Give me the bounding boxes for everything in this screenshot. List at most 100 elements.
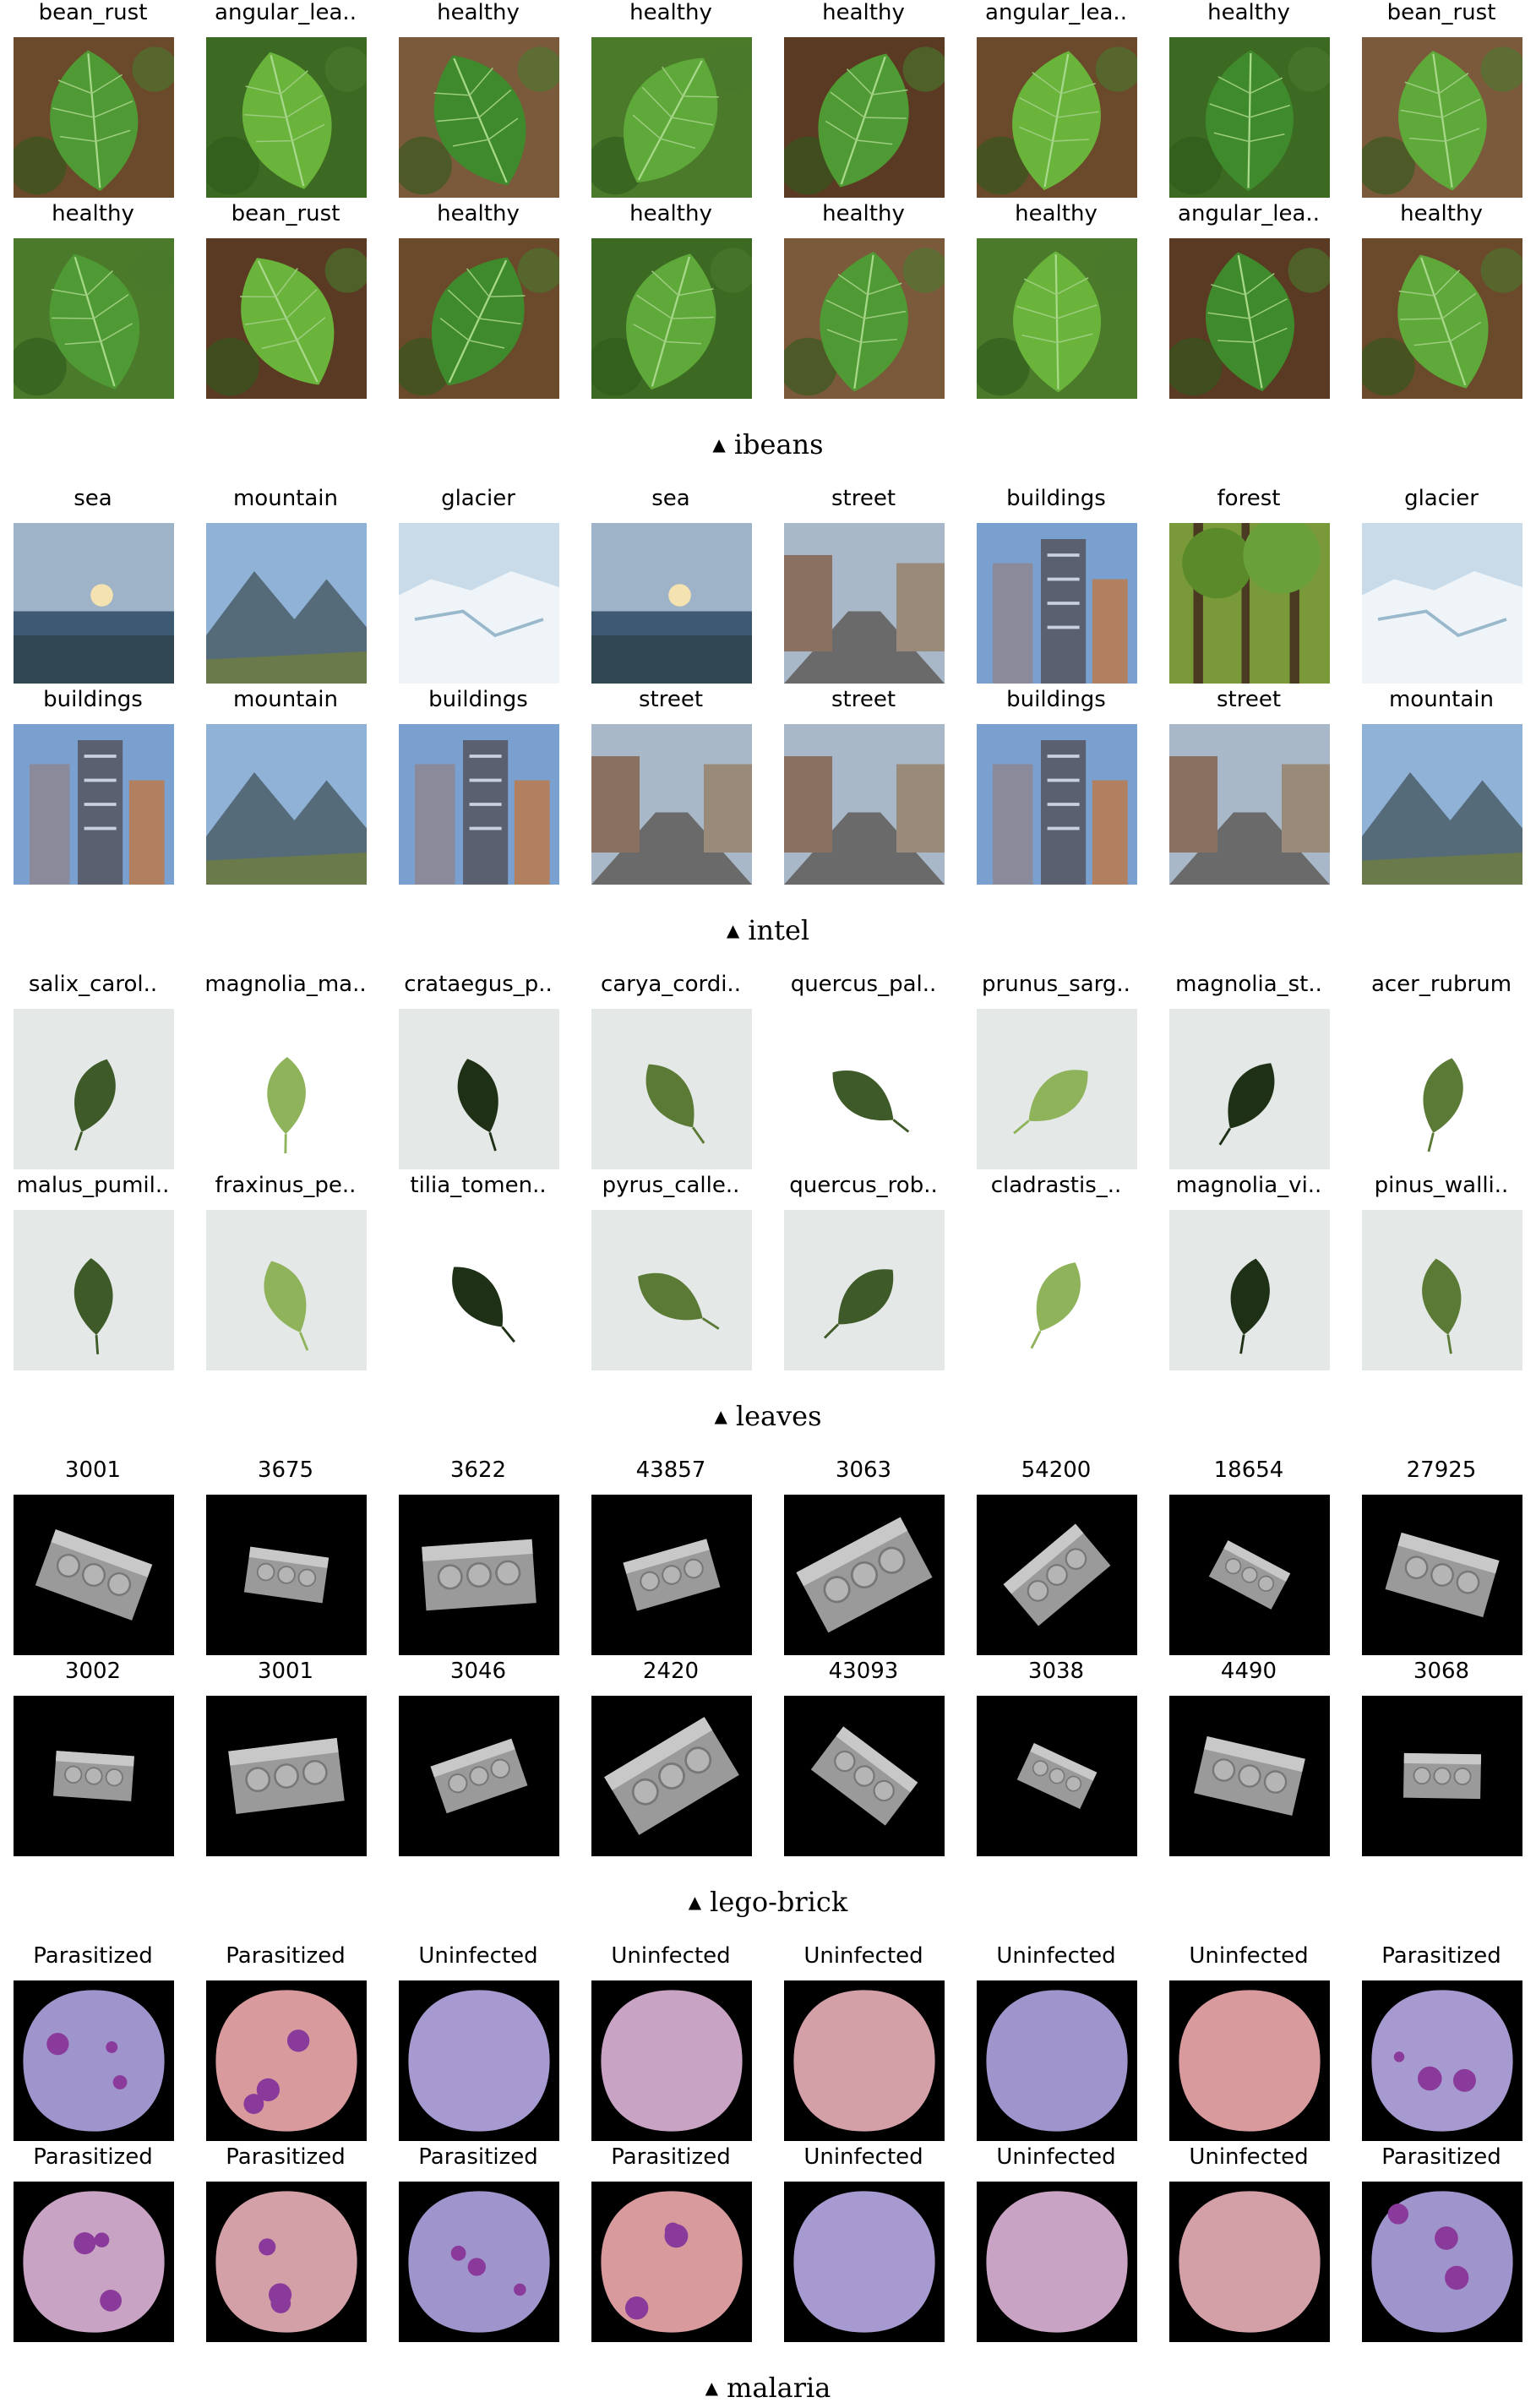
class-label: healthy [437,0,520,25]
class-label: Parasitized [418,2144,538,2170]
class-label: malus_pumil.. [16,1173,170,1198]
sample-cell: 3068 [1357,1659,1526,1861]
sample-cell: tilia_tomen.. [394,1173,563,1376]
sample-image [206,1980,367,2141]
triangle-up-icon: ▲ [705,2378,719,2398]
sample-image [591,1696,752,1856]
class-label: 3622 [449,1457,507,1483]
sample-cell: 3038 [972,1659,1141,1861]
class-label: Parasitized [33,2144,153,2170]
sample-image [14,1210,174,1370]
sample-image [1169,1495,1330,1655]
sample-image [977,1009,1137,1169]
sample-image [591,724,752,885]
class-label: 18654 [1213,1457,1284,1483]
sample-cell: healthy [779,201,948,404]
class-label: Uninfected [803,1943,923,1969]
sample-image [1362,1009,1522,1169]
class-label: Parasitized [611,2144,731,2170]
sample-cell: street [586,687,755,890]
sample-image [784,1495,945,1655]
class-label: healthy [1400,201,1483,226]
sample-cell: bean_rust [8,0,177,203]
class-label: salix_carol.. [28,972,158,997]
class-label: sea [74,486,112,511]
class-label: cladrastis_.. [990,1173,1122,1198]
sample-cell: 3063 [779,1457,948,1660]
sample-image [399,238,559,399]
sample-cell: 43857 [586,1457,755,1660]
sample-image [14,724,174,885]
dataset-caption: ▲ lego-brick [0,1887,1536,1917]
class-label: 43857 [635,1457,706,1483]
class-label: 3063 [835,1457,892,1483]
sample-image [14,37,174,198]
class-label: 2420 [642,1659,700,1684]
sample-image [977,2182,1137,2342]
class-label: fraxinus_pe.. [215,1173,357,1198]
sample-cell: Uninfected [1164,1943,1333,2146]
sample-cell: Parasitized [8,1943,177,2146]
sample-image [399,37,559,198]
sample-cell: healthy [779,0,948,203]
sample-cell: malus_pumil.. [8,1173,177,1376]
triangle-up-icon: ▲ [726,920,740,940]
sample-image [399,1696,559,1856]
class-label: angular_lea.. [215,0,357,25]
sample-image [1169,1009,1330,1169]
class-label: 54200 [1021,1457,1092,1483]
sample-cell: 3675 [201,1457,370,1660]
sample-cell: street [1164,687,1333,890]
class-label: carya_cordi.. [601,972,741,997]
sample-image [784,238,945,399]
sample-image [399,1495,559,1655]
class-label: buildings [1006,486,1106,511]
sample-row: 3002 3001 3046 2420 4309 [0,1659,1536,1861]
sample-cell: healthy [1164,0,1333,203]
sample-cell: healthy [394,201,563,404]
class-label: Uninfected [1189,1943,1309,1969]
sample-row: salix_carol.. magnolia_ma.. crataegus_p.… [0,972,1536,1174]
triangle-up-icon: ▲ [688,1892,702,1912]
sample-image [399,1210,559,1370]
sample-cell: crataegus_p.. [394,972,563,1174]
sample-image [977,1210,1137,1370]
sample-cell: magnolia_st.. [1164,972,1333,1174]
class-label: forest [1217,486,1281,511]
sample-image [206,2182,367,2342]
sample-cell: acer_rubrum [1357,972,1526,1174]
sample-cell: 3001 [8,1457,177,1660]
sample-cell: glacier [394,486,563,689]
class-label: Uninfected [996,1943,1116,1969]
sample-cell: magnolia_vi.. [1164,1173,1333,1376]
sample-image [591,2182,752,2342]
sample-image [591,1980,752,2141]
sample-row: buildings mountain buildings street street bu… [0,687,1536,890]
class-label: buildings [1006,687,1106,712]
class-label: mountain [1388,687,1495,712]
class-label: healthy [629,0,712,25]
sample-image [14,1495,174,1655]
sample-cell: 54200 [972,1457,1141,1660]
sample-cell: 3001 [201,1659,370,1861]
sample-cell: Parasitized [1357,1943,1526,2146]
class-label: tilia_tomen.. [410,1173,547,1198]
class-label: magnolia_st.. [1175,972,1322,997]
sample-cell: Parasitized [201,1943,370,2146]
sample-image [206,1696,367,1856]
sample-image [1169,724,1330,885]
class-label: prunus_sarg.. [982,972,1130,997]
sample-cell: 4490 [1164,1659,1333,1861]
class-label: mountain [232,687,339,712]
sample-cell: sea [586,486,755,689]
sample-cell: healthy [8,201,177,404]
sample-image [399,2182,559,2342]
class-label: quercus_rob.. [789,1173,938,1198]
class-label: healthy [52,201,134,226]
triangle-up-icon: ▲ [712,434,726,455]
sample-cell: Uninfected [779,2144,948,2347]
class-label: magnolia_vi.. [1175,1173,1322,1198]
class-label: glacier [441,486,515,511]
sample-cell: Parasitized [586,2144,755,2347]
class-label: Parasitized [33,1943,153,1969]
